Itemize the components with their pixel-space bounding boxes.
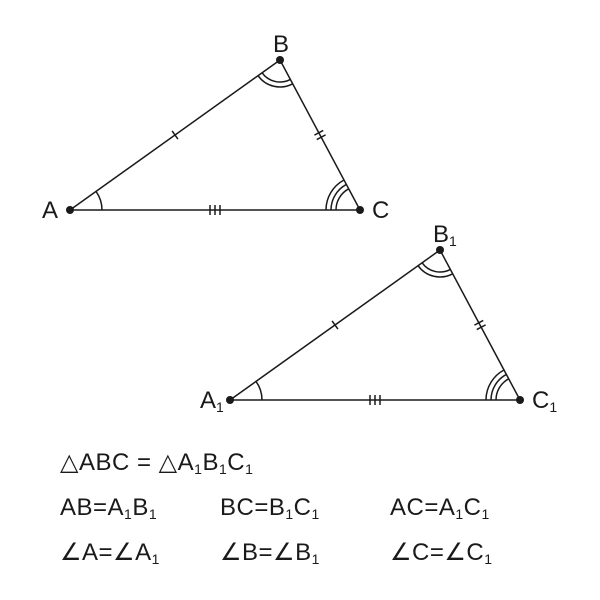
triangle-T2	[230, 250, 520, 400]
equation-side-2: AC=A1​C1​	[390, 494, 490, 522]
svg-text:C: C	[372, 197, 389, 224]
svg-text:A: A	[42, 197, 58, 224]
equation-angle-2: ∠C=∠C1​	[390, 539, 493, 567]
svg-text:C1: C1	[532, 387, 557, 415]
svg-text:A1: A1	[200, 387, 224, 415]
congruent-triangles-diagram: A B C A1 B1 C1 △ABC = △A1​B1​C1​ AB=A1​B1​ BC=B1…	[0, 0, 600, 600]
equation-congruence: △ABC = △A1​B1​C1​	[60, 449, 253, 477]
equation-angle-1: ∠B=∠B1​	[220, 539, 320, 567]
equation-angle-0: ∠A=∠A1​	[60, 539, 160, 567]
triangle-T1	[70, 60, 360, 210]
equation-side-1: BC=B1​C1​	[220, 494, 320, 522]
svg-text:B1: B1	[433, 221, 457, 249]
svg-text:B: B	[273, 31, 289, 58]
equation-side-0: AB=A1​B1​	[60, 494, 157, 522]
